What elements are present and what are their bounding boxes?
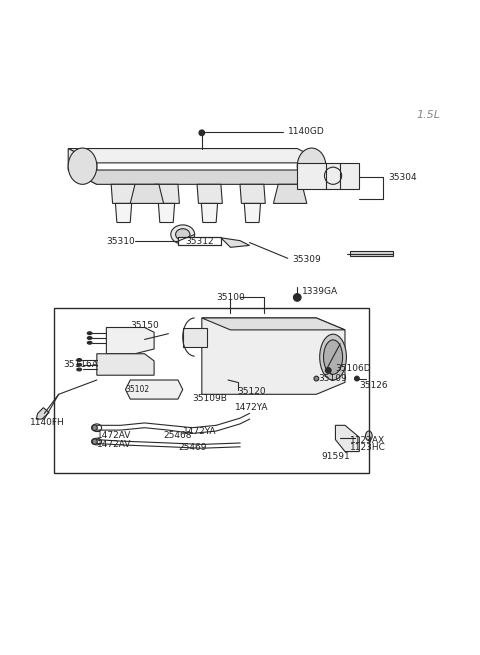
Polygon shape — [202, 318, 345, 394]
Text: 1140GD: 1140GD — [288, 127, 324, 136]
Polygon shape — [111, 184, 136, 204]
Text: 35126: 35126 — [360, 381, 388, 390]
Polygon shape — [154, 184, 180, 204]
Ellipse shape — [171, 225, 195, 244]
Text: 1472YA: 1472YA — [235, 403, 269, 412]
Text: 1339GA: 1339GA — [302, 287, 338, 296]
Polygon shape — [202, 318, 345, 330]
Polygon shape — [244, 204, 261, 223]
Text: 35312: 35312 — [185, 236, 214, 246]
Ellipse shape — [176, 229, 190, 240]
Text: 25468: 25468 — [164, 431, 192, 440]
Ellipse shape — [77, 368, 82, 371]
Polygon shape — [183, 328, 206, 346]
Text: 35102: 35102 — [125, 385, 149, 394]
Polygon shape — [350, 251, 393, 256]
Polygon shape — [125, 380, 183, 399]
Text: 35109B: 35109B — [192, 394, 227, 403]
Polygon shape — [158, 204, 175, 223]
Text: 1123HC: 1123HC — [350, 443, 385, 452]
Text: 1472AV: 1472AV — [97, 431, 131, 440]
Text: 1123AX: 1123AX — [350, 436, 385, 445]
Ellipse shape — [87, 337, 92, 339]
Text: 35310: 35310 — [107, 236, 135, 246]
Ellipse shape — [365, 431, 372, 441]
Text: 1140FH: 1140FH — [30, 419, 65, 428]
Polygon shape — [130, 184, 164, 204]
Polygon shape — [68, 170, 326, 184]
Ellipse shape — [92, 425, 97, 430]
Text: 35106D: 35106D — [336, 364, 371, 373]
Ellipse shape — [320, 334, 347, 380]
Polygon shape — [274, 184, 307, 204]
Polygon shape — [336, 425, 360, 451]
Polygon shape — [240, 184, 265, 204]
Ellipse shape — [77, 358, 82, 362]
Text: 35116A: 35116A — [63, 360, 98, 369]
Text: 91591: 91591 — [321, 452, 350, 461]
Polygon shape — [36, 407, 49, 419]
Polygon shape — [201, 204, 217, 223]
Ellipse shape — [68, 148, 97, 184]
Polygon shape — [197, 184, 222, 204]
Polygon shape — [107, 328, 154, 354]
Text: 35109: 35109 — [319, 374, 348, 383]
Bar — [178, 237, 221, 246]
Ellipse shape — [297, 148, 326, 184]
Ellipse shape — [199, 130, 204, 136]
Polygon shape — [297, 163, 360, 189]
Polygon shape — [97, 354, 154, 375]
Ellipse shape — [324, 340, 343, 374]
Ellipse shape — [314, 376, 319, 381]
Ellipse shape — [293, 293, 301, 301]
Text: 1472YA: 1472YA — [183, 426, 216, 436]
Polygon shape — [221, 238, 250, 248]
Text: 25469: 25469 — [178, 443, 206, 452]
Ellipse shape — [92, 439, 97, 445]
Ellipse shape — [87, 341, 92, 345]
Text: 1.5L: 1.5L — [417, 110, 441, 120]
Ellipse shape — [355, 376, 360, 381]
Ellipse shape — [325, 367, 331, 373]
Text: 35309: 35309 — [292, 255, 321, 264]
Ellipse shape — [87, 332, 92, 335]
Ellipse shape — [77, 364, 82, 366]
Polygon shape — [116, 204, 132, 223]
Text: 1472AV: 1472AV — [97, 440, 131, 449]
Polygon shape — [68, 149, 326, 163]
Text: 35100: 35100 — [216, 293, 245, 302]
Polygon shape — [68, 149, 97, 184]
Text: 35150: 35150 — [130, 320, 159, 329]
Text: 35304: 35304 — [388, 173, 417, 181]
Bar — [54, 309, 369, 473]
Text: 35120: 35120 — [238, 387, 266, 396]
